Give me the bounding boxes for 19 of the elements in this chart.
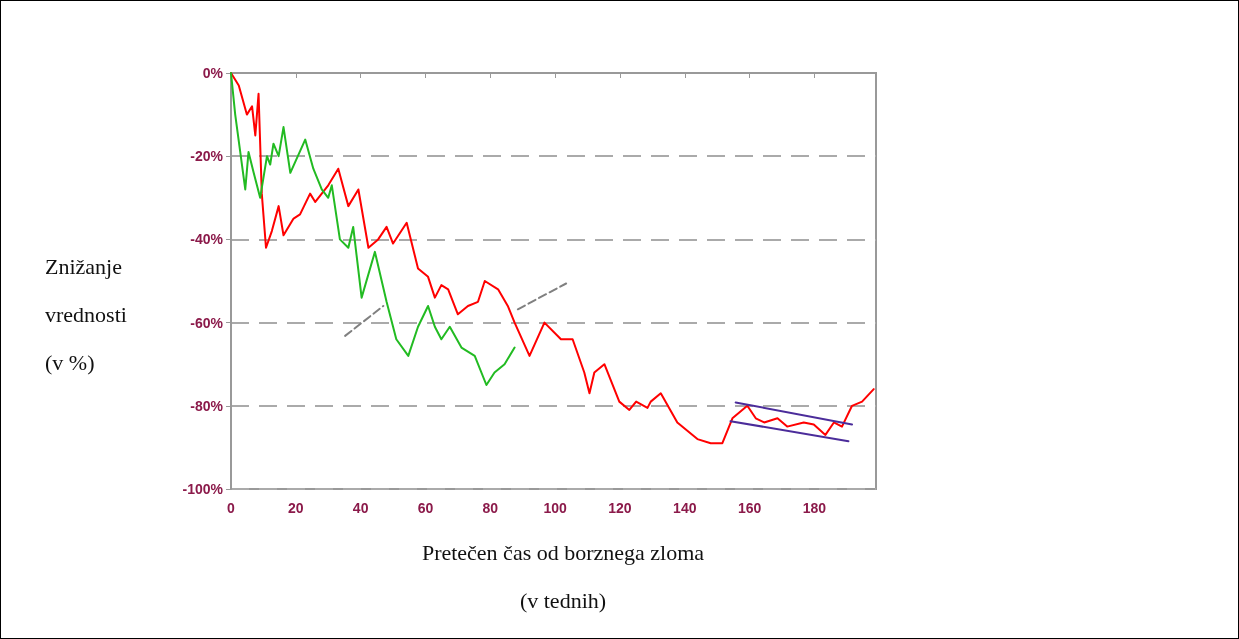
y-tick-label: -60% xyxy=(190,314,224,331)
x-tick-label: 0 xyxy=(227,500,236,516)
y-tick-label: -40% xyxy=(190,231,224,248)
x-axis-title: Pretečen čas od borznega zloma (v tednih) xyxy=(420,539,706,615)
x-tick-label: 140 xyxy=(673,500,697,516)
y-tick-label: -20% xyxy=(190,148,224,165)
x-tick-label: 60 xyxy=(417,500,434,516)
x-tick-label: 20 xyxy=(288,500,304,516)
x-tick-label: 160 xyxy=(737,500,762,516)
x-tick-label: 80 xyxy=(482,500,499,516)
x-tick-label: 120 xyxy=(608,500,632,516)
x-tick-label: 100 xyxy=(543,500,568,516)
line-series xyxy=(230,72,516,386)
x-tick-label: 180 xyxy=(802,500,827,516)
y-axis-title: Znižanje vrednosti (v %) xyxy=(45,253,127,377)
y-tick-label: 0% xyxy=(202,65,224,81)
x-tick-label: 40 xyxy=(352,500,369,516)
y-tick-label: -100% xyxy=(182,481,224,497)
y-tick-label: -80% xyxy=(190,397,224,414)
